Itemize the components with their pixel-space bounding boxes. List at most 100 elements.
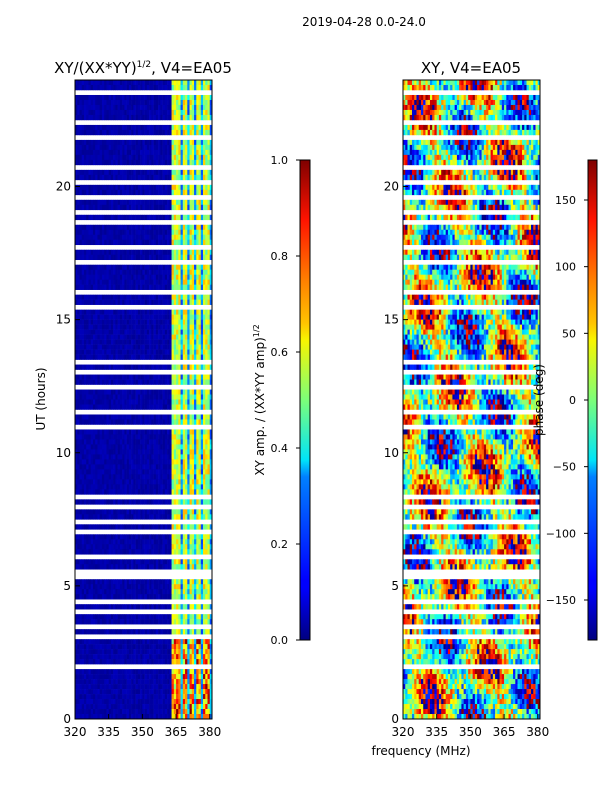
amplitude-cell [81,539,85,545]
amplitude-cell [200,444,204,450]
amplitude-cell [171,329,175,335]
amplitude-cell [180,474,184,480]
amplitude-cell [151,399,154,405]
amplitude-cell [158,589,161,595]
amplitude-cell [92,124,96,131]
amplitude-cell [83,94,87,101]
amplitude-cell [167,584,170,590]
amplitude-cell [187,394,190,400]
amplitude-cell [137,324,141,330]
amplitude-cell [189,434,193,440]
amplitude-cell [79,394,83,400]
amplitude-cell [92,249,96,256]
amplitude-cell [119,199,123,206]
amplitude-cell [133,234,136,241]
amplitude-cell [108,234,112,241]
amplitude-cell [101,614,105,620]
amplitude-cell [115,584,118,590]
amplitude-cell [191,84,195,91]
amplitude-cell [131,459,134,465]
amplitude-cell [167,274,170,280]
amplitude-cell [160,534,163,540]
amplitude-cell [126,184,130,191]
amplitude-cell [86,189,89,196]
amplitude-cell [119,474,123,480]
amplitude-cell [205,344,208,350]
amplitude-cell [142,319,145,325]
amplitude-cell [149,114,152,121]
amplitude-cell [77,319,80,325]
amplitude-cell [104,114,107,121]
amplitude-cell [126,104,130,111]
amplitude-cell [77,439,80,445]
amplitude-cell [83,444,87,450]
amplitude-cell [173,594,177,600]
amplitude-cell [173,394,177,400]
amplitude-cell [209,314,212,320]
amplitude-cell [140,594,143,600]
amplitude-cell [75,229,78,236]
amplitude-cell [126,229,130,236]
amplitude-cell [160,549,163,555]
amplitude-cell [198,274,202,280]
amplitude-cell [162,204,166,211]
amplitude-cell [75,309,78,315]
amplitude-cell [104,174,107,181]
amplitude-cell [151,379,154,385]
amplitude-cell [119,549,123,555]
amplitude-cell [209,284,212,290]
amplitude-cell [75,484,78,490]
amplitude-cell [104,169,107,176]
amplitude-cell [108,364,112,370]
amplitude-cell [90,264,94,270]
amplitude-cell [169,449,172,455]
amplitude-cell [133,459,136,465]
amplitude-cell [99,459,103,465]
amplitude-cell [122,509,125,515]
amplitude-cell [117,484,121,490]
amplitude-cell [182,139,186,146]
amplitude-cell [162,149,166,156]
amplitude-cell [194,294,197,300]
amplitude-cell [99,254,103,261]
amplitude-cell [126,169,130,176]
amplitude-cell [113,139,116,146]
amplitude-cell [142,389,145,395]
amplitude-cell [135,509,139,515]
amplitude-cell [113,214,116,221]
amplitude-cell [176,469,179,475]
amplitude-cell [207,204,211,211]
amplitude-cell [155,339,159,345]
amplitude-cell [196,389,199,395]
amplitude-cell [191,489,195,495]
amplitude-cell [88,274,92,280]
amplitude-cell [110,594,114,600]
amplitude-cell [209,80,212,86]
amplitude-cell [169,264,172,270]
amplitude-cell [209,84,212,91]
amplitude-cell [137,109,141,116]
amplitude-cell [128,274,132,280]
amplitude-cell [113,334,116,340]
amplitude-cell [75,224,78,231]
amplitude-cell [171,309,175,315]
amplitude-cell [75,314,78,320]
amplitude-cell [160,544,163,550]
amplitude-cell [115,374,118,380]
amplitude-cell [106,594,109,600]
amplitude-cell [158,579,161,585]
amplitude-cell [194,399,197,405]
amplitude-cell [173,249,177,256]
amplitude-cell [162,364,166,370]
amplitude-cell [207,299,211,305]
amplitude-cell [191,249,195,256]
amplitude-cell [83,459,87,465]
amplitude-cell [203,499,206,505]
amplitude-cell [133,454,136,460]
amplitude-cell [209,559,212,565]
amplitude-cell [151,214,154,221]
amplitude-cell [203,284,206,290]
amplitude-cell [140,589,143,595]
amplitude-cell [198,579,202,585]
amplitude-cell [187,309,190,315]
